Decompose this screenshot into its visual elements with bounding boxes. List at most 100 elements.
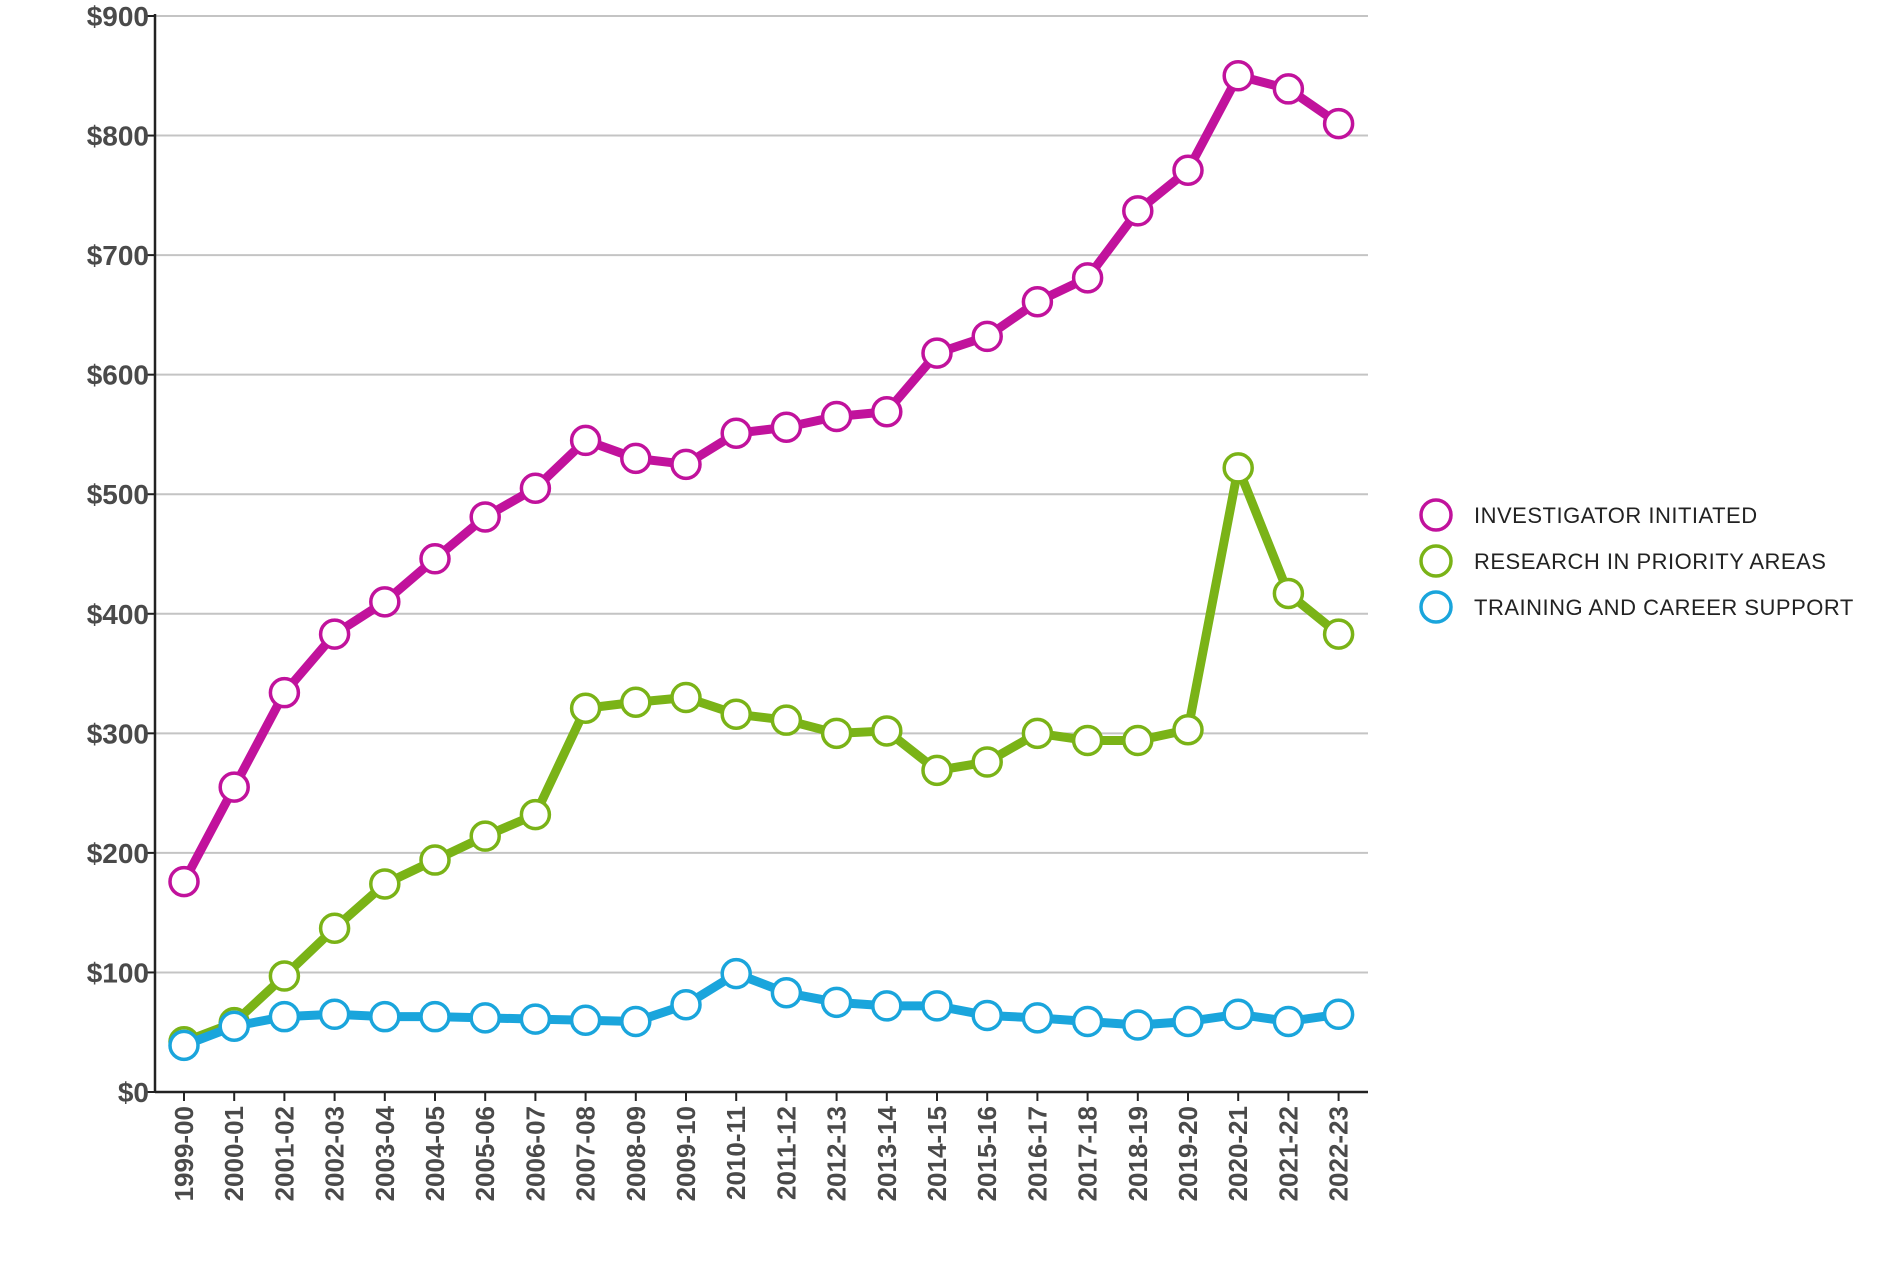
x-tick-label: 2001-02	[269, 1106, 299, 1201]
data-point[interactable]	[218, 1010, 250, 1042]
grid-layer	[155, 15, 1368, 974]
data-point[interactable]	[1222, 452, 1254, 484]
data-point[interactable]	[1122, 1009, 1154, 1041]
data-point[interactable]	[469, 820, 501, 852]
data-point[interactable]	[1322, 618, 1355, 650]
data-point[interactable]	[168, 865, 200, 898]
legend-marker	[1419, 590, 1453, 624]
data-point[interactable]	[1122, 724, 1154, 757]
data-point[interactable]	[1021, 717, 1054, 750]
data-point[interactable]	[620, 442, 652, 475]
x-tick-label: 2019-20	[1173, 1106, 1203, 1201]
data-point[interactable]	[268, 1000, 301, 1033]
legend-item[interactable]: TRAINING AND CAREER SUPPORT	[1419, 590, 1854, 624]
data-point[interactable]	[318, 998, 351, 1031]
data-point[interactable]	[1071, 1005, 1104, 1038]
y-tick-label: $600	[87, 360, 149, 391]
data-point[interactable]	[369, 868, 401, 900]
series-training-and-career-support	[168, 957, 1355, 1062]
series-research-in-priority-areas	[168, 452, 1355, 1058]
data-point[interactable]	[720, 957, 752, 990]
data-point[interactable]	[770, 977, 803, 1009]
data-point[interactable]	[1021, 1002, 1054, 1034]
legend-marker	[1419, 498, 1453, 532]
x-tick-label: 2002-03	[320, 1106, 350, 1201]
data-point[interactable]	[921, 337, 953, 369]
data-point[interactable]	[670, 681, 702, 714]
data-point[interactable]	[620, 686, 652, 718]
x-tick-label: 2013-14	[872, 1105, 902, 1201]
data-point[interactable]	[268, 676, 301, 709]
y-tick-label: $900	[87, 1, 149, 32]
data-point[interactable]	[1272, 73, 1305, 105]
data-point[interactable]	[971, 999, 1003, 1032]
legend-label: TRAINING AND CAREER SUPPORT	[1474, 595, 1854, 620]
data-point[interactable]	[720, 417, 752, 449]
data-point[interactable]	[1222, 998, 1254, 1031]
data-point[interactable]	[369, 586, 401, 618]
x-tick-label: 2016-17	[1022, 1106, 1052, 1201]
data-point[interactable]	[1272, 1005, 1305, 1038]
data-point[interactable]	[820, 400, 853, 433]
y-tick-label: $100	[87, 957, 149, 988]
data-point[interactable]	[1172, 1005, 1204, 1038]
data-point[interactable]	[770, 411, 803, 444]
x-tick-label: 2004-05	[420, 1106, 450, 1201]
series-investigator-initiated	[168, 60, 1355, 898]
x-tick-label: 2006-07	[520, 1106, 550, 1201]
data-point[interactable]	[770, 704, 803, 736]
x-tick-label: 2011-12	[771, 1106, 801, 1200]
data-point[interactable]	[1071, 262, 1104, 294]
data-point[interactable]	[168, 1029, 200, 1062]
data-point[interactable]	[620, 1005, 652, 1038]
data-point[interactable]	[1172, 713, 1204, 746]
data-point[interactable]	[569, 692, 602, 724]
data-point[interactable]	[720, 698, 752, 730]
legend-item[interactable]: RESEARCH IN PRIORITY AREAS	[1419, 544, 1826, 578]
x-tick-label: 2010-11	[721, 1106, 751, 1200]
data-point[interactable]	[670, 448, 702, 481]
data-point[interactable]	[519, 1003, 552, 1035]
data-point[interactable]	[569, 424, 602, 457]
data-point[interactable]	[871, 990, 903, 1022]
legend-item[interactable]: INVESTIGATOR INITIATED	[1419, 498, 1758, 532]
data-point[interactable]	[469, 501, 501, 533]
data-point[interactable]	[318, 618, 351, 650]
data-point[interactable]	[871, 395, 903, 428]
data-point[interactable]	[921, 990, 953, 1022]
data-point[interactable]	[871, 715, 903, 747]
data-point[interactable]	[519, 472, 552, 504]
legend-label: RESEARCH IN PRIORITY AREAS	[1474, 549, 1826, 574]
y-tick-label: $500	[87, 479, 149, 510]
x-tick-label: 2008-09	[621, 1106, 651, 1201]
data-point[interactable]	[369, 1000, 401, 1033]
data-point[interactable]	[971, 320, 1003, 353]
data-point[interactable]	[670, 988, 702, 1021]
data-point[interactable]	[268, 960, 301, 992]
data-point[interactable]	[218, 771, 250, 803]
data-point[interactable]	[1322, 998, 1355, 1031]
data-point[interactable]	[419, 844, 451, 876]
data-point[interactable]	[971, 746, 1003, 778]
data-point[interactable]	[1222, 60, 1254, 92]
x-tick-label: 2000-01	[219, 1106, 249, 1201]
data-point[interactable]	[921, 754, 953, 787]
data-point[interactable]	[1122, 195, 1154, 227]
data-point[interactable]	[318, 912, 351, 944]
series-line	[179, 71, 1344, 887]
data-point[interactable]	[1322, 107, 1355, 140]
data-point[interactable]	[469, 1002, 501, 1034]
axis-layer: $0 $100 $200 $300 $400 $500 $600 $700 $800 $900 19…	[87, 1, 1368, 1201]
data-point[interactable]	[569, 1004, 602, 1037]
data-point[interactable]	[519, 798, 552, 831]
data-point[interactable]	[820, 986, 853, 1019]
data-point[interactable]	[1172, 154, 1204, 186]
data-point[interactable]	[1272, 577, 1305, 610]
series-layer	[168, 60, 1355, 1062]
data-point[interactable]	[1071, 724, 1104, 757]
data-point[interactable]	[820, 717, 853, 750]
data-point[interactable]	[1021, 285, 1054, 318]
x-tick-label: 2021-22	[1273, 1106, 1303, 1201]
data-point[interactable]	[419, 1000, 451, 1033]
data-point[interactable]	[419, 543, 451, 575]
